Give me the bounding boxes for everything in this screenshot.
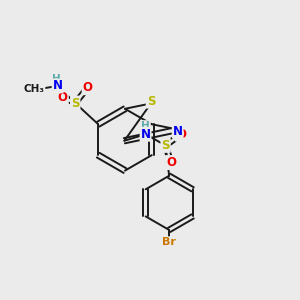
Text: O: O [82, 81, 93, 94]
Text: S: S [161, 139, 170, 152]
Text: H: H [141, 121, 150, 131]
Text: N: N [173, 124, 183, 137]
Text: O: O [58, 91, 68, 103]
Text: H: H [52, 74, 61, 85]
Text: CH₃: CH₃ [23, 85, 44, 94]
Text: S: S [71, 97, 80, 110]
Text: O: O [166, 156, 176, 169]
Text: Br: Br [162, 237, 176, 247]
Text: O: O [176, 128, 186, 141]
Text: N: N [141, 128, 151, 141]
Text: N: N [52, 80, 63, 92]
Text: S: S [147, 94, 155, 108]
